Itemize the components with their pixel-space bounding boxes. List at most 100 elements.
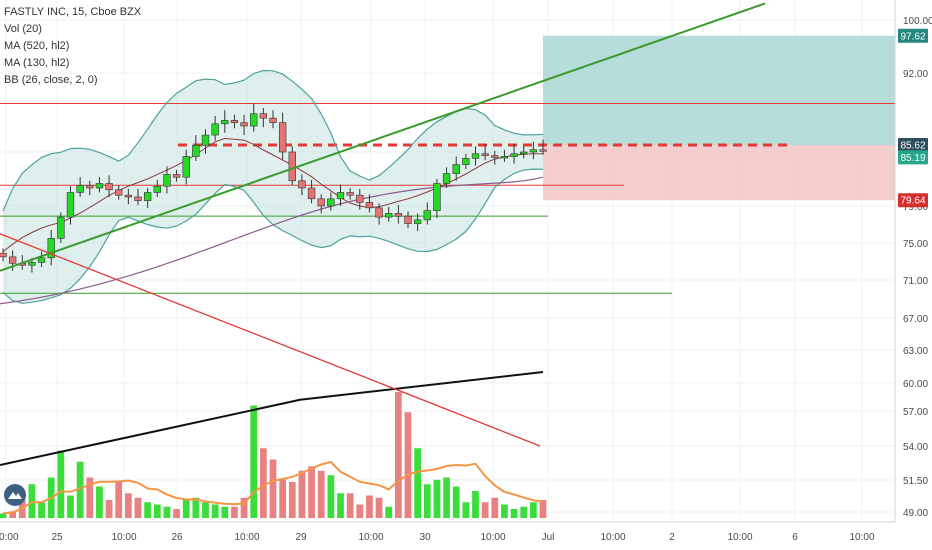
- time-tick-label: 10:00: [727, 532, 752, 543]
- time-tick-label: 10:00: [0, 532, 19, 543]
- stop-zone: [543, 145, 895, 201]
- candle-body: [115, 189, 123, 196]
- entry-price-label-bg: [898, 138, 928, 153]
- volume-bar: [259, 448, 267, 518]
- volume-bar: [0, 513, 7, 518]
- red-trend-line[interactable]: [0, 233, 541, 447]
- candle-body: [394, 213, 403, 217]
- volume-bar: [366, 495, 373, 518]
- volume-bar: [288, 482, 296, 518]
- candle-body: [221, 120, 229, 125]
- time-tick-label: 2: [669, 532, 675, 543]
- candle-body: [134, 196, 142, 201]
- volume-bar: [57, 450, 65, 518]
- volume-bar: [202, 502, 209, 518]
- chart-legend: FASTLY INC, 15, Cboe BZX Vol (20) MA (52…: [4, 4, 141, 89]
- candle-body: [385, 213, 393, 218]
- time-tick-label: 29: [295, 532, 307, 543]
- legend-ma520[interactable]: MA (520, hl2): [4, 40, 70, 52]
- target-zone: [543, 35, 895, 146]
- volume-bar: [182, 500, 190, 518]
- volume-bar: [501, 504, 508, 518]
- candle-body: [66, 192, 75, 218]
- candle-body: [153, 185, 161, 193]
- volume-bar: [240, 497, 248, 518]
- volume-bar: [144, 502, 152, 518]
- candle-body: [278, 122, 287, 153]
- time-tick-label: 10:00: [480, 532, 505, 543]
- candle-body: [356, 194, 364, 203]
- volume-bar: [520, 506, 528, 518]
- candle-body: [510, 153, 518, 157]
- volume-bar: [375, 497, 383, 518]
- last-price-label-bg: [898, 150, 928, 165]
- legend-volume[interactable]: Vol (20): [4, 23, 42, 35]
- candle-body: [182, 156, 190, 178]
- volume-bar: [452, 486, 460, 518]
- long-position-tool[interactable]: [543, 35, 895, 201]
- green-trend-line[interactable]: [0, 2, 766, 272]
- candle-body: [317, 198, 325, 207]
- candle-body: [201, 134, 210, 146]
- candle-body: [471, 153, 480, 159]
- price-tick-label: 51.50: [903, 476, 928, 487]
- trend-lines[interactable]: [0, 2, 766, 447]
- time-tick-label: 30: [419, 532, 431, 543]
- volume-bar: [279, 479, 287, 518]
- volume-bar: [423, 484, 431, 518]
- volume-bar: [462, 502, 470, 518]
- candle-body: [481, 153, 489, 156]
- legend-bb[interactable]: BB (26, close, 2, 0): [4, 74, 98, 86]
- candle-body: [433, 183, 441, 211]
- volume-bar: [443, 477, 450, 518]
- price-tick-label: 57.00: [903, 407, 928, 418]
- candle-body: [539, 149, 547, 152]
- candle-body: [86, 185, 94, 189]
- candle-body: [240, 122, 248, 127]
- price-tick-label: 71.00: [903, 276, 928, 287]
- candle-body: [105, 183, 113, 191]
- volume-bar: [269, 459, 277, 518]
- volume-bar: [115, 482, 123, 518]
- volume-bar: [96, 486, 103, 518]
- price-axis[interactable]: 100.0092.0085.0079.0075.0071.0067.0063.0…: [894, 0, 932, 522]
- candle-body: [288, 151, 296, 182]
- price-tick-label: 75.00: [903, 239, 928, 250]
- time-tick-label: 10:00: [234, 532, 259, 543]
- candle-body: [95, 183, 104, 189]
- price-tick-label: 67.00: [903, 314, 928, 325]
- volume-bar: [67, 495, 74, 518]
- volume-bar: [404, 412, 412, 518]
- ma130-line: [0, 176, 544, 305]
- tradingview-logo-icon[interactable]: [4, 484, 26, 506]
- volume-bar: [433, 479, 441, 518]
- legend-ma130[interactable]: MA (130, hl2): [4, 57, 70, 69]
- candle-body: [404, 215, 412, 224]
- price-tick-label: 46.60: [903, 0, 928, 3]
- candle-body: [529, 149, 538, 153]
- volume-bar: [385, 506, 393, 518]
- time-axis[interactable]: 10:002510:002610:002910:003010:00Jul10:0…: [0, 521, 895, 543]
- price-tick-label: 79.00: [903, 202, 928, 213]
- bb-basis-line: [2, 137, 543, 252]
- volume-bar: [414, 448, 422, 518]
- candle-body: [452, 164, 460, 174]
- price-tick-label: 54.00: [903, 442, 928, 453]
- candle-body: [365, 202, 374, 209]
- time-tick-label: 26: [171, 532, 183, 543]
- candle-body: [47, 238, 55, 259]
- horizontal-levels[interactable]: [0, 102, 895, 294]
- volume-bar: [192, 497, 200, 518]
- price-tick-label: 100.00: [903, 16, 932, 27]
- symbol-title[interactable]: FASTLY INC, 15, Cboe BZX: [4, 6, 142, 18]
- price-tick-label: 63.00: [903, 346, 928, 357]
- volume-bar: [231, 506, 238, 518]
- time-tick-label: 10:00: [849, 532, 874, 543]
- volume-bar: [173, 509, 180, 518]
- candle-body: [259, 113, 268, 119]
- candle-body: [413, 219, 422, 224]
- candle-body: [375, 207, 383, 218]
- volume-bar: [211, 504, 219, 518]
- volume-bar: [491, 497, 499, 518]
